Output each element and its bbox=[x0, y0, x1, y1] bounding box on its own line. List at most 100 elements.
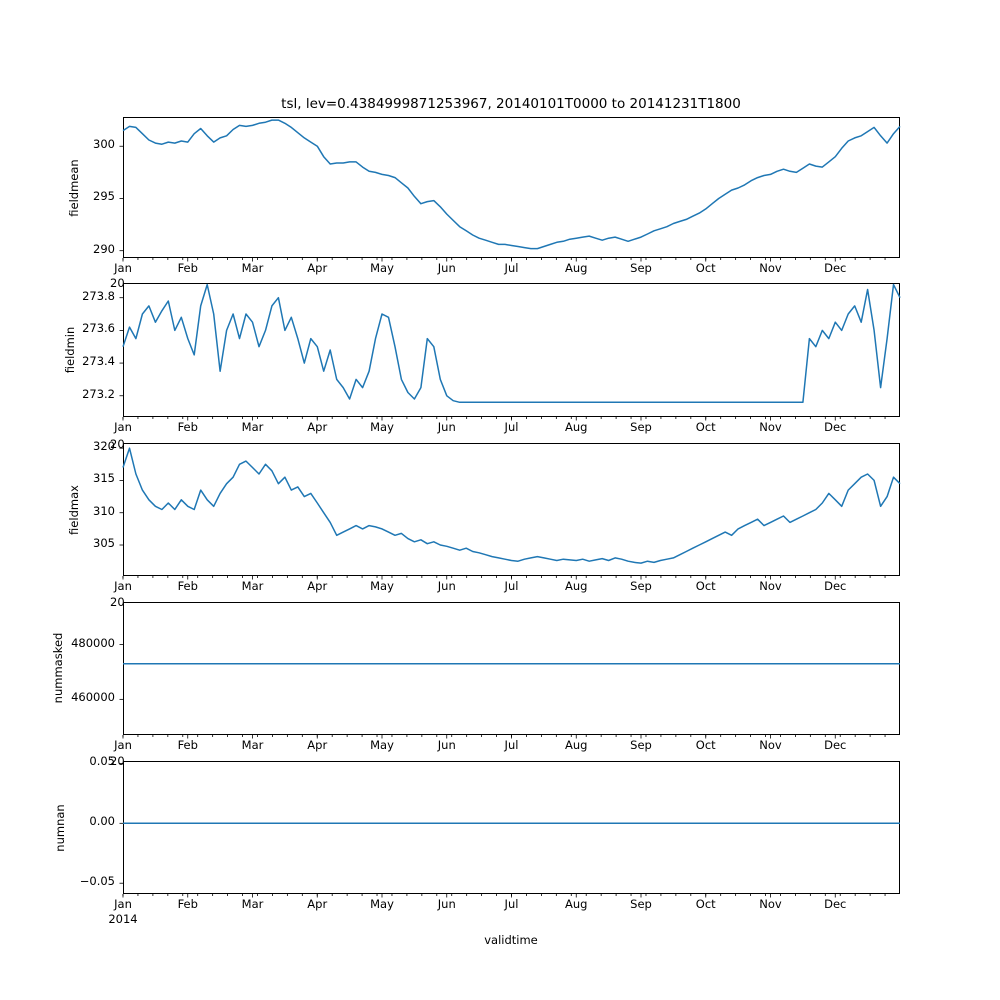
x-tick-label: Feb bbox=[177, 579, 198, 593]
plot-area-numnan bbox=[119, 761, 900, 898]
x-tick-label: Jun bbox=[437, 420, 456, 434]
x-tick-label: Apr bbox=[307, 738, 328, 752]
ylabel-fieldmean: fieldmean bbox=[67, 159, 81, 217]
x-tick-label: Nov bbox=[759, 897, 782, 911]
xaxis-label: validtime bbox=[484, 933, 538, 947]
x-tick-label: Sep bbox=[630, 897, 652, 911]
x-tick-label: Jun bbox=[437, 579, 456, 593]
x-tick-label: Oct bbox=[695, 738, 716, 752]
x-tick-label: Jul bbox=[504, 897, 519, 911]
subplot-fieldmin: 273.2 273.4 273.6 273.8 Jan Feb Mar Apr May Jun Ju… bbox=[82, 283, 901, 434]
x-tick-label: Mar bbox=[241, 897, 264, 911]
x-tick-label: Oct bbox=[695, 261, 716, 275]
x-tick-label: Dec bbox=[824, 897, 847, 911]
x-tick-label: Mar bbox=[241, 579, 264, 593]
x-tick-label: Sep bbox=[630, 261, 652, 275]
x-tick-label: May bbox=[370, 261, 394, 275]
subplot-fieldmean: 290 295 300 Jan Feb Mar Apr May Jun Jul Aug Sep Oct N… bbox=[93, 117, 901, 275]
x-tick-label: Jul bbox=[504, 261, 519, 275]
x-tick-label: Feb bbox=[177, 738, 198, 752]
x-tick-label: Nov bbox=[759, 738, 782, 752]
y-tick-label: 460000 bbox=[71, 690, 115, 705]
data-line-fieldmin bbox=[122, 283, 901, 404]
stray-year-label: 20 bbox=[110, 754, 125, 768]
axes-frame bbox=[123, 602, 900, 735]
x-tick-label: Mar bbox=[241, 420, 264, 434]
x-tick-label: Apr bbox=[307, 897, 328, 911]
x-tick-label: Feb bbox=[177, 897, 198, 911]
x-tick-label: Sep bbox=[630, 738, 652, 752]
plot-area-nummasked bbox=[119, 602, 900, 739]
chart-title: tsl, lev=0.4384999871253967, 20140101T00… bbox=[281, 96, 741, 112]
plot-area-fieldmin bbox=[119, 283, 901, 421]
data-line-fieldmean bbox=[122, 119, 901, 250]
y-tick-label: 480000 bbox=[71, 635, 115, 650]
x-tick-label: Jan bbox=[114, 261, 132, 275]
axes-frame bbox=[123, 283, 900, 417]
y-tick-label: −0.05 bbox=[79, 874, 115, 889]
x-tick-label: May bbox=[370, 897, 394, 911]
stray-year-label: 20 bbox=[110, 276, 125, 290]
x-tick-label: Jan bbox=[114, 897, 132, 911]
y-tick-label: 310 bbox=[93, 503, 115, 518]
stray-year-label: 20 bbox=[110, 437, 125, 451]
subplot-numnan: −0.05 0.00 0.05 Jan Feb Mar Apr May Jun Jul Aug Sep… bbox=[80, 755, 900, 911]
y-tick-label: 290 bbox=[93, 241, 115, 256]
x-tick-label: Oct bbox=[695, 579, 716, 593]
y-tick-label: 295 bbox=[93, 189, 115, 204]
x-tick-label: Dec bbox=[824, 738, 847, 752]
y-tick-label: 273.4 bbox=[82, 354, 115, 369]
y-tick-label: 315 bbox=[93, 471, 115, 486]
x-tick-label: Dec bbox=[824, 579, 847, 593]
y-tick-label: 273.8 bbox=[82, 288, 115, 303]
y-tick-label: 320 bbox=[93, 439, 115, 454]
x-tick-label: Nov bbox=[759, 261, 782, 275]
x-tick-label: Aug bbox=[565, 579, 588, 593]
x-tick-label: Aug bbox=[565, 261, 588, 275]
x-tick-label: Sep bbox=[630, 579, 652, 593]
x-tick-label: Mar bbox=[241, 738, 264, 752]
x-tick-label: Apr bbox=[307, 261, 328, 275]
axes-frame bbox=[123, 117, 900, 258]
year-label: 2014 bbox=[108, 912, 138, 926]
x-tick-label: Nov bbox=[759, 579, 782, 593]
x-tick-label: Apr bbox=[307, 420, 328, 434]
x-tick-label: Jan bbox=[114, 579, 132, 593]
y-tick-label: 300 bbox=[93, 137, 115, 152]
subplot-nummasked: 460000 480000 Jan Feb Mar Apr May Jun Jul Aug Sep O… bbox=[71, 602, 900, 752]
x-tick-label: Jan bbox=[114, 738, 132, 752]
x-tick-label: May bbox=[370, 579, 394, 593]
y-tick-label: 0.00 bbox=[89, 814, 115, 829]
y-tick-label: 273.6 bbox=[82, 321, 115, 336]
x-tick-label: May bbox=[370, 738, 394, 752]
y-tick-label: 273.2 bbox=[82, 386, 115, 401]
x-tick-label: Feb bbox=[177, 420, 198, 434]
ylabel-numnan: numnan bbox=[53, 804, 67, 852]
axes-frame bbox=[123, 443, 900, 576]
x-tick-label: Jul bbox=[504, 738, 519, 752]
ylabel-fieldmin: fieldmin bbox=[63, 326, 77, 374]
x-tick-label: Jun bbox=[437, 738, 456, 752]
x-tick-label: May bbox=[370, 420, 394, 434]
ylabel-nummasked: nummasked bbox=[51, 632, 65, 704]
x-tick-label: Jun bbox=[437, 261, 456, 275]
x-tick-label: Mar bbox=[241, 261, 264, 275]
data-line-fieldmax bbox=[122, 447, 901, 564]
x-tick-label: Feb bbox=[177, 261, 198, 275]
x-tick-label: Aug bbox=[565, 738, 588, 752]
x-tick-label: Jun bbox=[437, 897, 456, 911]
x-tick-label: Aug bbox=[565, 897, 588, 911]
y-tick-label: 0.05 bbox=[89, 754, 115, 769]
stray-year-label: 20 bbox=[110, 595, 125, 609]
subplot-fieldmax: 305 310 315 320 Jan Feb Mar Apr May Jun Jul Aug Sep O… bbox=[93, 439, 901, 593]
plot-area-fieldmean bbox=[119, 117, 901, 262]
plot-area-fieldmax bbox=[119, 443, 901, 580]
x-tick-label: Jul bbox=[504, 420, 519, 434]
y-tick-label: 305 bbox=[93, 536, 115, 550]
x-tick-label: Jul bbox=[504, 579, 519, 593]
x-tick-label: Apr bbox=[307, 579, 328, 593]
x-tick-label: Aug bbox=[565, 420, 588, 434]
x-tick-label: Jan bbox=[114, 420, 132, 434]
axes-frame bbox=[123, 761, 900, 894]
